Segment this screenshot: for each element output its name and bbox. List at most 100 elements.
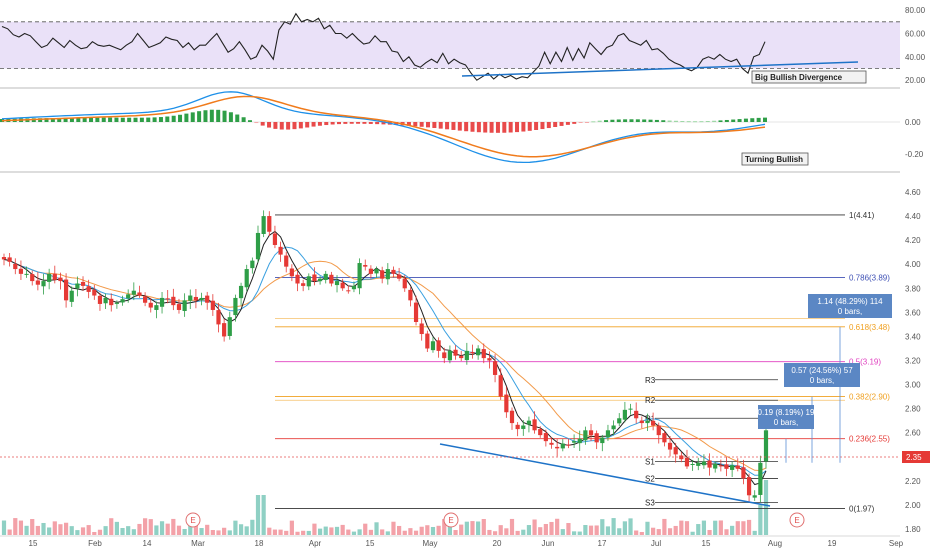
volume-bar — [549, 521, 554, 535]
volume-bar — [492, 531, 498, 535]
volume-bar — [35, 525, 40, 535]
measure-line2: 0 bars, — [774, 418, 798, 427]
macd-histogram-bar — [114, 117, 119, 122]
volume-bar — [566, 523, 571, 535]
rsi-annotation: Big Bullish Divergence — [751, 70, 867, 84]
macd-histogram-bar — [527, 122, 532, 131]
x-tick-label: May — [422, 539, 437, 548]
macd-histogram-bar — [368, 122, 373, 124]
candle-body — [205, 295, 210, 303]
volume-bar — [80, 527, 86, 535]
candle-body — [476, 348, 481, 356]
rsi-axis-label: 80.00 — [905, 6, 926, 15]
candle-body — [109, 298, 114, 306]
volume-bar — [402, 530, 407, 535]
volume-bar — [673, 525, 678, 535]
volume-bar — [476, 521, 481, 535]
candle-body — [171, 296, 176, 306]
volume-bar — [340, 524, 345, 535]
volume-bar — [532, 519, 537, 535]
candle-body — [114, 302, 119, 304]
macd-histogram-bar — [146, 117, 151, 122]
macd-histogram-bar — [241, 117, 246, 122]
macd-histogram-bar — [445, 122, 450, 130]
volume-bar — [97, 529, 103, 535]
volume-bar — [143, 518, 148, 535]
macd-histogram-bar — [82, 117, 87, 122]
pivot-level-label: S3 — [645, 499, 655, 508]
fib-level-label: 0.5(3.19) — [849, 358, 881, 367]
candle-body — [696, 462, 701, 466]
volume-bar — [103, 526, 108, 535]
volume-bar — [611, 518, 616, 535]
volume-bar — [634, 530, 639, 535]
candle-body — [413, 302, 419, 322]
volume-bar — [261, 495, 266, 535]
earnings-marker[interactable] — [185, 512, 201, 528]
candle-body — [92, 289, 97, 296]
volume-bar — [41, 522, 46, 535]
price-axis-label: 2.20 — [905, 477, 921, 486]
macd-line — [1, 91, 766, 164]
macd-histogram-bar — [178, 114, 183, 122]
macd-annotation-text: Turning Bullish — [745, 155, 803, 164]
macd-histogram-bar — [610, 119, 615, 122]
candle-body — [188, 295, 193, 301]
macd-histogram-bar — [718, 120, 723, 122]
measure-box — [808, 294, 892, 318]
candle-body — [684, 457, 690, 467]
volume-bar — [159, 521, 165, 535]
macd-histogram-bar — [667, 120, 672, 122]
volume-bar — [193, 520, 199, 535]
candle-body — [566, 444, 571, 446]
candle-body — [730, 465, 735, 470]
volume-bar — [419, 526, 424, 535]
x-tick-label: Sep — [889, 539, 904, 548]
volume-bar — [351, 531, 357, 535]
candle-body — [707, 460, 712, 468]
volume-bar — [272, 529, 278, 535]
macd-histogram-bar — [673, 120, 678, 122]
macd-histogram-bar — [540, 122, 545, 130]
candle-body — [425, 333, 430, 349]
candle-body — [30, 274, 35, 282]
earnings-marker[interactable] — [443, 512, 459, 528]
volume-bar — [707, 529, 712, 535]
macd-histogram-bar — [197, 111, 202, 122]
macd-histogram-bar — [464, 122, 469, 132]
rsi-band — [0, 21, 900, 69]
moving-average-slow — [3, 258, 767, 472]
volume-bar — [126, 526, 131, 535]
macd-histogram-bar — [737, 119, 742, 122]
macd-histogram-bar — [152, 117, 157, 122]
candle-body — [588, 430, 594, 436]
volume-bar — [730, 525, 735, 535]
volume-bar — [374, 522, 379, 535]
volume-bar — [199, 528, 204, 535]
volume-bar — [278, 529, 283, 535]
candle-body — [63, 279, 69, 301]
volume-bar — [289, 520, 294, 535]
macd-histogram-bar — [604, 120, 609, 122]
volume-bar — [408, 528, 413, 535]
macd-axis-label: -0.20 — [905, 150, 924, 159]
volume-bar — [453, 530, 458, 535]
macd-histogram-bar — [57, 117, 62, 122]
x-tick-label: 14 — [143, 539, 152, 548]
macd-histogram-bar — [426, 122, 431, 128]
candle-body — [667, 442, 673, 450]
candle-body — [340, 282, 345, 289]
volume-bar — [176, 525, 182, 535]
pivot-level-label: R2 — [645, 396, 656, 405]
macd-histogram-bar — [731, 119, 736, 122]
macd-histogram-bar — [419, 122, 424, 127]
candle-body — [645, 420, 650, 424]
candle-body — [312, 274, 317, 282]
pivot-level-label: R3 — [645, 376, 656, 385]
earnings-marker[interactable] — [789, 512, 805, 528]
price-axis-label: 3.20 — [905, 357, 921, 366]
candle-body — [611, 425, 616, 430]
x-tick-label: Feb — [88, 539, 102, 548]
candle-body — [41, 281, 46, 287]
